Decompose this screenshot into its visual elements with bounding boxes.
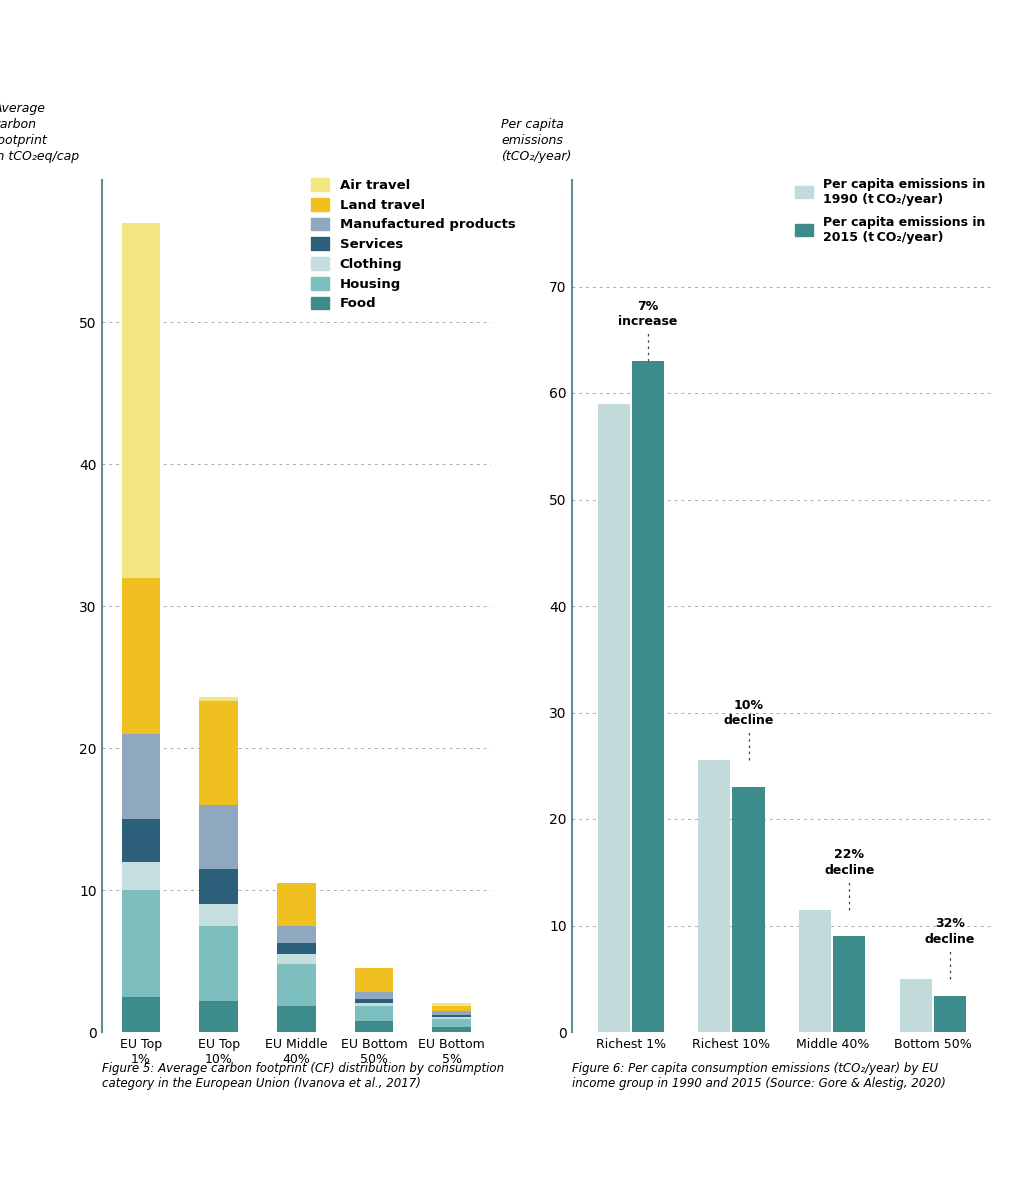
Bar bbox=[122, 733, 160, 818]
Bar bbox=[799, 910, 831, 1032]
Text: 22%
decline: 22% decline bbox=[824, 848, 875, 876]
Bar bbox=[122, 996, 160, 1032]
Bar bbox=[277, 954, 316, 964]
Bar bbox=[432, 1019, 471, 1027]
Bar bbox=[355, 968, 393, 991]
Bar bbox=[199, 697, 238, 701]
Bar bbox=[277, 942, 316, 954]
Text: 7%
increase: 7% increase bbox=[618, 300, 678, 328]
Bar bbox=[934, 996, 966, 1032]
Bar bbox=[199, 1001, 238, 1032]
Bar bbox=[199, 701, 238, 805]
Bar bbox=[355, 991, 393, 1000]
Text: Figure 6: Per capita consumption emissions (tCO₂/year) by EU
income group in 199: Figure 6: Per capita consumption emissio… bbox=[572, 1062, 946, 1090]
Bar bbox=[199, 869, 238, 905]
Bar bbox=[199, 925, 238, 1001]
Bar bbox=[355, 1003, 393, 1007]
Legend: Air travel, Land travel, Manufactured products, Services, Clothing, Housing, Foo: Air travel, Land travel, Manufactured pr… bbox=[311, 178, 515, 311]
Text: 10%
decline: 10% decline bbox=[724, 698, 774, 727]
Bar bbox=[277, 883, 316, 925]
Bar bbox=[122, 862, 160, 890]
Bar bbox=[277, 964, 316, 1007]
Bar bbox=[598, 403, 630, 1032]
Bar bbox=[432, 1027, 471, 1032]
Bar bbox=[355, 1000, 393, 1003]
Bar bbox=[432, 1012, 471, 1015]
Bar bbox=[632, 361, 664, 1032]
Bar bbox=[277, 925, 316, 942]
Bar bbox=[199, 805, 238, 869]
Bar bbox=[122, 890, 160, 996]
Bar bbox=[733, 787, 764, 1032]
Bar bbox=[432, 1003, 471, 1007]
Bar bbox=[122, 577, 160, 733]
Bar bbox=[199, 905, 238, 925]
Text: Per capita
emissions
(tCO₂/year): Per capita emissions (tCO₂/year) bbox=[501, 118, 571, 163]
Text: Average
carbon
footprint
in tCO₂eq/cap: Average carbon footprint in tCO₂eq/cap bbox=[0, 102, 80, 163]
Bar bbox=[277, 1007, 316, 1032]
Bar bbox=[833, 936, 866, 1032]
Bar bbox=[355, 1007, 393, 1021]
Bar bbox=[355, 1021, 393, 1032]
Text: 32%
decline: 32% decline bbox=[925, 917, 975, 946]
Bar bbox=[122, 818, 160, 862]
Bar bbox=[432, 1018, 471, 1019]
Bar bbox=[432, 1007, 471, 1012]
Legend: Per capita emissions in
1990 (t CO₂/year), Per capita emissions in
2015 (t CO₂/y: Per capita emissions in 1990 (t CO₂/year… bbox=[795, 178, 985, 244]
Text: Figure 5: Average carbon footprint (CF) distribution by consumption
category in : Figure 5: Average carbon footprint (CF) … bbox=[102, 1062, 504, 1090]
Bar bbox=[899, 979, 932, 1032]
Bar bbox=[432, 1015, 471, 1018]
Bar bbox=[698, 761, 731, 1032]
Bar bbox=[122, 223, 160, 577]
